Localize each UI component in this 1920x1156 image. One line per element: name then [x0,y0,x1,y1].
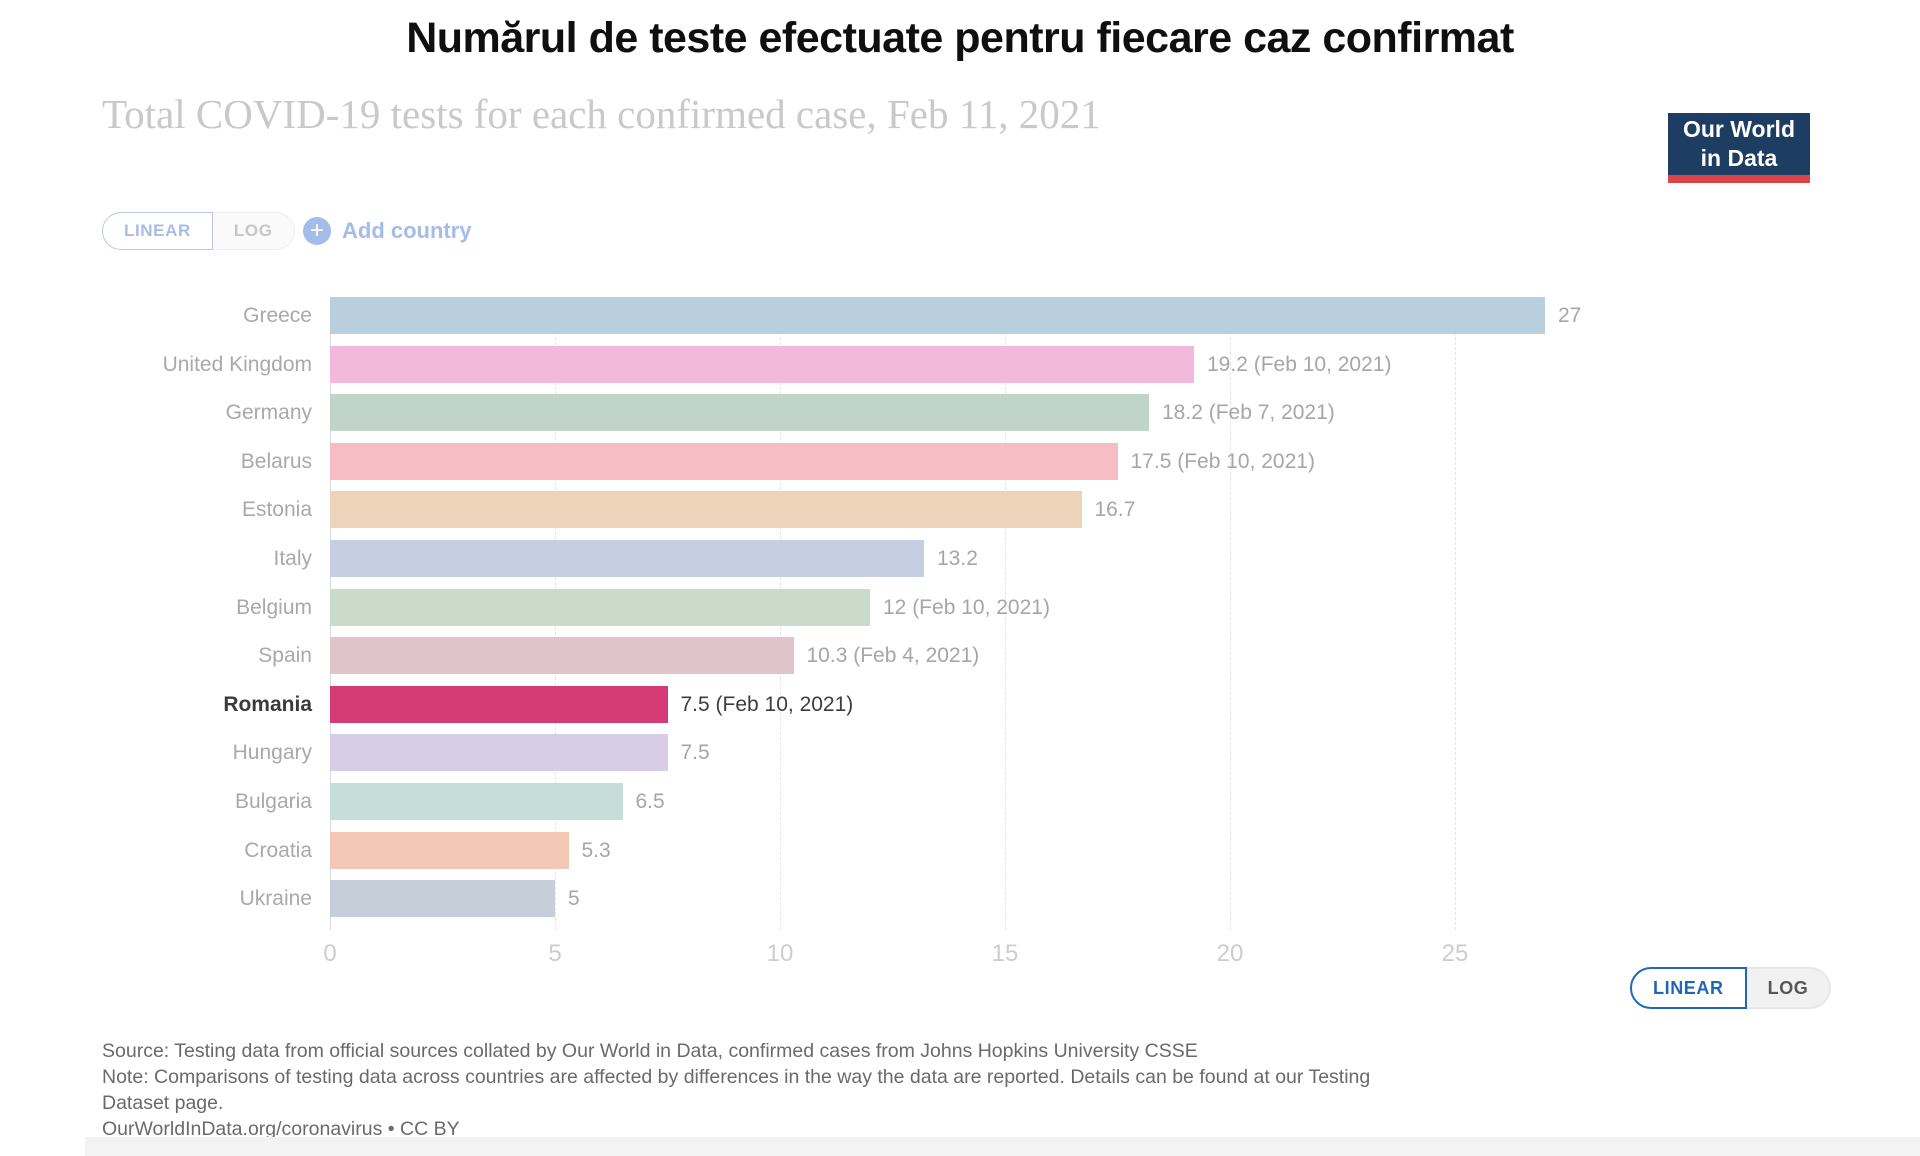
bar-value-label: 7.5 [680,741,710,765]
linear-button-top[interactable]: LINEAR [102,212,213,250]
bar[interactable] [330,880,555,918]
gridline [1005,297,1006,930]
x-tick-label: 15 [991,940,1019,967]
bar-value-label: 13.2 [937,547,978,570]
bar-value-label: 6.5 [635,790,665,813]
bar[interactable] [330,831,569,869]
bar[interactable] [330,588,870,626]
page-bottom-strip [85,1137,1920,1156]
country-label[interactable]: Croatia [244,838,312,862]
bar-value-label: 16.7 [1094,498,1136,522]
country-label[interactable]: Germany [225,401,312,425]
bar-value-label: 7.5 (Feb 10, 2021) [680,692,854,716]
bar-value-label: 5 [568,887,580,911]
country-label[interactable]: Belgium [236,595,312,619]
attribution-text: OurWorldInData.org/coronavirus • CC BY [102,1118,460,1140]
linear-button-bottom[interactable]: LINEAR [1630,967,1747,1009]
country-label[interactable]: Spain [258,644,312,668]
bar-value-label: 10.3 (Feb 4, 2021) [806,644,980,668]
source-text: Source: Testing data from official sourc… [102,1040,1198,1062]
gridline [1230,297,1231,930]
bar[interactable] [330,297,1545,334]
owid-logo-line1: Our World [1682,116,1795,143]
x-tick-label: 5 [548,940,562,967]
page-title: Numărul de teste efectuate pentru fiecar… [406,14,1514,62]
country-label[interactable]: United Kingdom [162,352,312,376]
country-label[interactable]: Italy [273,547,312,570]
gridline [1455,297,1456,930]
chart-subtitle: Total COVID-19 tests for each confirmed … [102,91,1101,137]
add-country-label: Add country [342,218,472,243]
x-tick-label: 0 [323,940,337,967]
x-tick-label: 20 [1216,940,1244,967]
bar[interactable] [330,345,1194,383]
bar[interactable] [330,394,1149,432]
owid-logo-line2: in Data [1700,145,1778,171]
country-label[interactable]: Belarus [240,449,312,473]
bar-value-label: 19.2 (Feb 10, 2021) [1207,352,1392,376]
bar-value-label: 17.5 (Feb 10, 2021) [1130,449,1315,473]
bar[interactable] [330,734,668,772]
country-label[interactable]: Ukraine [239,887,312,911]
log-button-bottom[interactable]: LOG [1746,967,1832,1009]
x-tick-label: 10 [766,940,794,967]
bar[interactable] [330,442,1118,480]
bar[interactable] [330,685,668,723]
log-button-top[interactable]: LOG [212,212,295,250]
bar-value-label: 5.3 [581,838,611,862]
note-text: Note: Comparisons of testing data across… [102,1066,1371,1114]
bar[interactable] [330,637,794,675]
scale-toggle-bottom: LINEAR LOG [1630,967,1832,1009]
plus-icon: + [303,217,331,245]
country-label[interactable]: Hungary [232,741,312,765]
country-label[interactable]: Estonia [241,498,312,522]
bar-value-label: 27 [1558,304,1582,327]
chart-footer: Source: Testing data from official sourc… [102,1038,1412,1142]
country-label[interactable]: Greece [243,304,312,327]
bar[interactable] [330,491,1082,529]
country-label[interactable]: Romania [223,692,312,716]
bar[interactable] [330,783,623,820]
owid-logo: Our World in Data [1668,113,1810,183]
scale-toggle-top: LINEAR LOG [102,212,295,250]
bar-value-label: 12 (Feb 10, 2021) [883,595,1050,619]
bar[interactable] [330,540,924,577]
x-tick-label: 25 [1441,940,1469,967]
bar-value-label: 18.2 (Feb 7, 2021) [1162,401,1335,425]
country-label[interactable]: Bulgaria [234,790,312,813]
add-country-button[interactable]: + Add country [303,217,472,245]
